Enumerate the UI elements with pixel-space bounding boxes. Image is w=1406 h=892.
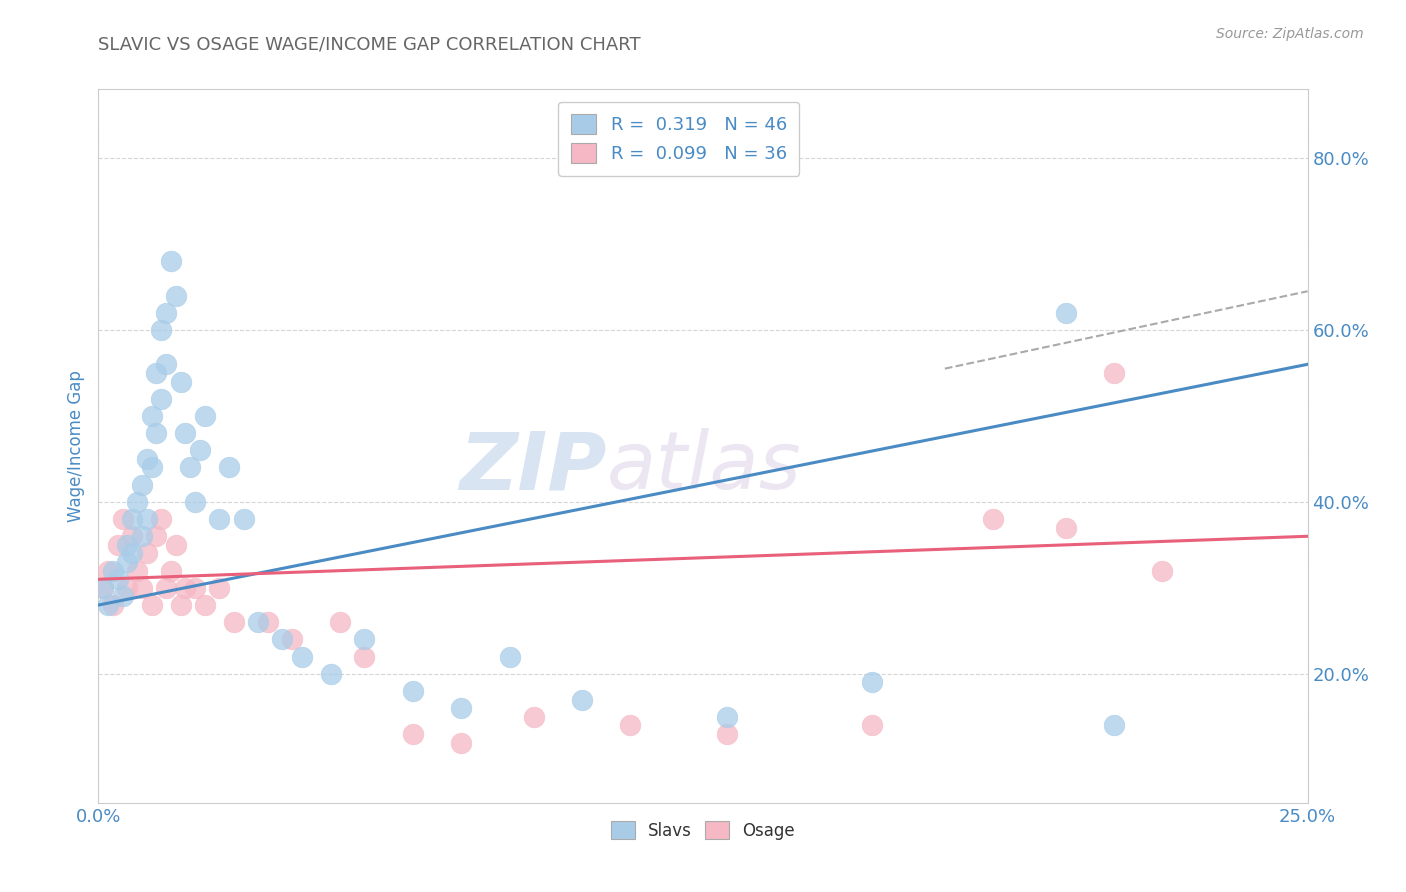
Point [97,598,120,612]
Point [208,512,231,526]
Point [155,581,177,595]
Point [111,590,134,604]
Point [131,529,153,543]
Point [184,495,207,509]
Point [1054,521,1077,535]
Point [165,538,187,552]
Point [145,426,167,441]
Point [107,572,129,586]
Text: SLAVIC VS OSAGE WAGE/INCOME GAP CORRELATION CHART: SLAVIC VS OSAGE WAGE/INCOME GAP CORRELAT… [98,36,641,54]
Text: ZIP: ZIP [458,428,606,507]
Point [329,615,352,630]
Point [150,392,173,406]
Point [135,546,157,560]
Point [174,426,197,441]
Point [127,495,149,509]
Point [498,649,520,664]
Point [271,632,294,647]
Point [121,529,143,543]
Point [121,546,143,560]
Point [174,581,197,595]
Point [1102,718,1125,732]
Point [169,375,191,389]
Point [127,564,149,578]
Point [155,306,177,320]
Point [619,718,641,732]
Point [222,615,245,630]
Legend: Slavs, Osage: Slavs, Osage [603,813,803,848]
Point [145,529,167,543]
Point [135,451,157,466]
Point [290,649,312,664]
Point [218,460,240,475]
Point [860,675,883,690]
Point [141,598,163,612]
Point [184,581,207,595]
Point [716,710,738,724]
Point [117,538,139,552]
Point [402,684,425,698]
Point [860,718,883,732]
Point [1152,564,1174,578]
Point [169,598,191,612]
Point [232,512,254,526]
Text: atlas: atlas [606,428,801,507]
Point [150,323,173,337]
Point [188,443,211,458]
Point [1102,366,1125,380]
Point [150,512,173,526]
Point [981,512,1004,526]
Point [141,460,163,475]
Point [165,288,187,302]
Point [141,409,163,423]
Point [353,649,375,664]
Point [281,632,304,647]
Point [179,460,201,475]
Point [353,632,375,647]
Point [97,564,120,578]
Point [402,727,425,741]
Point [91,581,114,595]
Point [121,512,143,526]
Point [1054,306,1077,320]
Point [208,581,231,595]
Point [160,564,183,578]
Point [135,512,157,526]
Point [450,736,472,750]
Point [450,701,472,715]
Point [145,366,167,380]
Point [117,555,139,569]
Point [194,409,217,423]
Point [91,581,114,595]
Point [107,538,129,552]
Point [101,598,124,612]
Point [256,615,278,630]
Point [571,692,593,706]
Point [101,564,124,578]
Point [131,581,153,595]
Y-axis label: Wage/Income Gap: Wage/Income Gap [66,370,84,522]
Point [117,581,139,595]
Point [194,598,217,612]
Point [319,666,342,681]
Point [111,512,134,526]
Point [131,477,153,491]
Point [247,615,270,630]
Point [155,357,177,371]
Point [716,727,738,741]
Point [523,710,546,724]
Text: Source: ZipAtlas.com: Source: ZipAtlas.com [1216,27,1364,41]
Point [160,254,183,268]
